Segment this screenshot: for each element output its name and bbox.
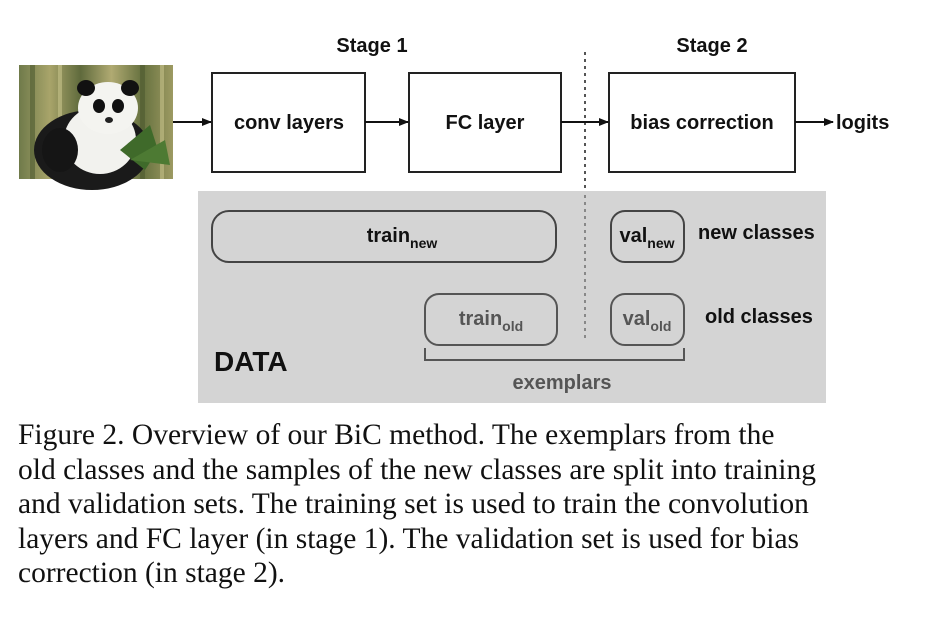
caption-line: correction (in stage 2). [18, 557, 286, 589]
fc-layer-label: FC layer [446, 112, 525, 134]
figure-caption: Figure 2. Overview of our BiC method. Th… [18, 418, 918, 591]
caption-line: old classes and the samples of the new c… [18, 453, 816, 486]
val-old-label: valold [623, 308, 672, 334]
conv-layers-label: conv layers [234, 112, 344, 134]
data-label: DATA [214, 346, 288, 377]
stage2-label: Stage 2 [676, 35, 747, 57]
caption-line: and validation sets. The training set is… [18, 488, 809, 520]
new-classes-label: new classes [698, 222, 815, 244]
val-new-label: valnew [619, 225, 674, 251]
stage1-label: Stage 1 [336, 35, 407, 57]
val-old-box [610, 293, 685, 346]
logits-label: logits [836, 112, 889, 134]
train-new-box [211, 210, 557, 263]
fc-layer-box [408, 72, 562, 173]
bias-correction-label: bias correction [630, 112, 773, 134]
bic-diagram: Stage 1 Stage 2 conv layers FC layer bia… [19, 35, 889, 403]
exemplars-label: exemplars [513, 372, 612, 394]
old-classes-label: old classes [705, 306, 813, 328]
bias-correction-box [608, 72, 796, 173]
data-region [198, 191, 826, 403]
caption-line: Figure 2. Overview of our BiC method. Th… [18, 419, 775, 451]
panda-photo [19, 65, 173, 190]
train-new-label: trainnew [367, 225, 438, 251]
train-old-label: trainold [459, 308, 523, 334]
train-old-box [424, 293, 558, 346]
exemplars-bracket [424, 348, 685, 361]
val-new-box [610, 210, 685, 263]
caption-line: layers and FC layer (in stage 1). The va… [18, 522, 800, 555]
